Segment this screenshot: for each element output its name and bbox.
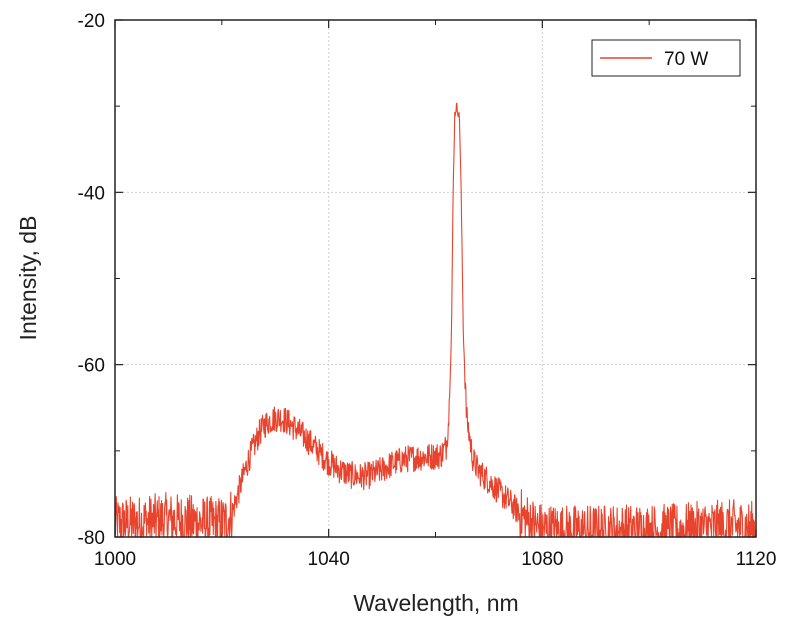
x-tick-label: 1000 [94, 549, 136, 570]
y-tick-label: -80 [78, 528, 105, 549]
legend-label: 70 W [664, 49, 708, 70]
y-axis-title: Intensity, dB [15, 216, 41, 341]
y-tick-label: -20 [78, 11, 105, 32]
plot-frame [114, 19, 757, 538]
legend: 70 W [591, 39, 741, 77]
y-tick-label: -60 [78, 356, 105, 377]
x-tick-label: 1120 [736, 549, 777, 570]
x-axis-title: Wavelength, nm [353, 590, 518, 616]
x-tick-labels: 1000 1040 1080 1120 [94, 549, 777, 570]
y-tick-label: -40 [78, 183, 105, 204]
x-tick-label: 1040 [308, 549, 350, 570]
legend-box [591, 39, 741, 77]
y-tick-labels: -20 -40 -60 -80 [78, 11, 105, 549]
x-tick-label: 1080 [521, 549, 563, 570]
